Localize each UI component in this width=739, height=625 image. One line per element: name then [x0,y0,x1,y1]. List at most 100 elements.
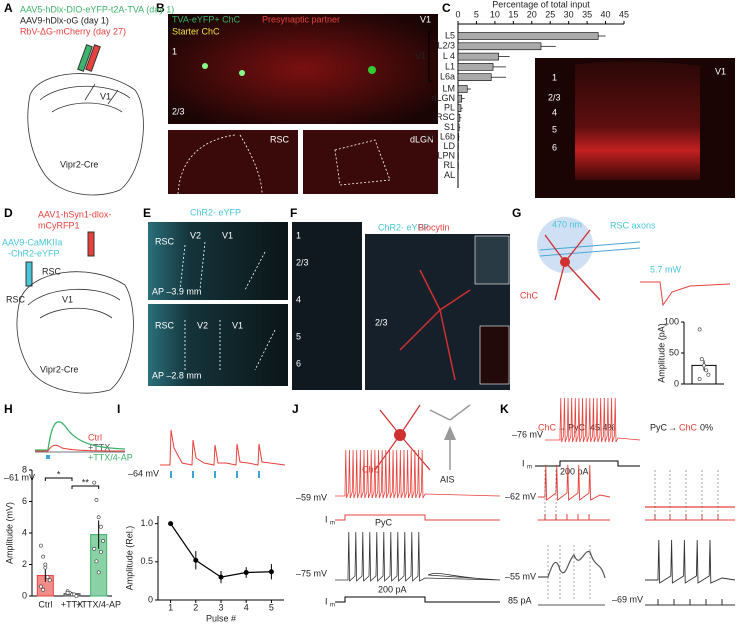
vm-label: –61 mV [4,472,35,482]
data-point [96,515,101,520]
legend-label: +TTX [88,442,110,452]
trace [538,550,606,579]
panel-j: ChC AIS –59 mV I m PyC –75 mV I m 200 pA [296,404,471,609]
light-pulse [236,471,238,478]
y-tick-label: L 4 [443,51,455,61]
traces [35,281,736,606]
y-tick-label: L5 [445,30,455,40]
y-tick-label: 0 [22,590,27,600]
ap-label: AP –3.9 mm [152,286,201,296]
micrograph [168,14,438,124]
layer-label: 1 [172,46,177,56]
neuron [544,229,601,301]
data-point [92,480,97,485]
stimulus [335,596,500,603]
x-tick-label: +TTX/4-AP [76,599,121,609]
y-tick-label: 0 [148,594,153,604]
micrograph [168,130,298,194]
y-tick-label: 4 [22,527,27,537]
y-tick-label: PL [444,103,455,113]
region-label: V1 [420,14,431,24]
region-label: V2 [197,320,208,330]
light-label: 470 nm [552,219,582,229]
layer-label: 4 [552,107,557,117]
y-tick-label: dLGN [431,93,455,103]
region-label: RSC [155,320,175,330]
trace [538,464,611,501]
data-point [43,562,48,567]
layer-label: 6 [552,142,557,152]
y-axis-title: Amplitude (Rel.) [124,526,134,591]
stain-label: ChR2- eYFP [190,207,241,217]
x-tick-label: 5 [474,9,479,19]
panel-label: C [442,1,451,15]
legend-label: Presynaptic partner [262,14,340,24]
panel-label: J [292,402,299,416]
bar [457,114,461,122]
brain-layers [39,83,131,113]
data-point [94,559,99,564]
x-tick-label: 30 [564,9,574,19]
region-label: RSC [6,294,26,304]
marker [218,574,224,580]
sig-bracket [71,485,100,489]
light-pulse [258,471,260,478]
y-tick-label: L1 [445,61,455,71]
bar [457,42,542,51]
data-point [94,498,99,502]
im-label: I [325,514,328,524]
trace [545,397,641,443]
y-tick-label: RSC [436,112,456,122]
layer-label: 2/3 [548,92,561,102]
panel-e: ChR2- eYFP RSC V2 V1 AP –3.9 mm RSC V2 V… [148,207,288,386]
syringe [25,261,33,287]
cell-label: ChC [538,422,557,432]
legend-label: Starter ChC [172,26,220,36]
data-point [65,590,70,595]
im-label: m [330,603,335,609]
data-point [92,546,97,551]
stimulus [538,514,610,521]
current-label: 200 pA [378,584,407,594]
x-tick-label: 45 [619,9,629,19]
region-label: RSC [42,266,62,276]
bar [457,85,468,93]
legend-label: TVA-eYFP+ ChC [172,14,241,24]
region-outline [177,134,263,195]
group-label: V1 [415,51,426,61]
cell [239,70,245,76]
virus-label: AAV9-hDlx-oG (day 1) [20,15,109,25]
y-tick-label: L6a [440,72,455,82]
current-label: 85 pA [508,595,532,605]
x-tick-label: 40 [601,9,611,19]
marker [243,570,249,576]
current-label: 200 pA [560,466,589,476]
virus-label: RbV-ΔG-mCherry (day 27) [20,26,126,36]
layer-label: 6 [296,358,301,368]
inset [479,325,510,385]
panel-label: F [290,206,297,220]
virus-label: AAV9-CaMKIIa [2,237,62,247]
x-tick-label: 20 [527,9,537,19]
bar [457,63,494,71]
panel-label: B [156,1,165,15]
data-point [45,575,50,580]
y-tick-label: S1 [444,122,455,132]
y-tick-label: V1, L6b [424,131,455,141]
panel-g: 470 nm RSC axons ChC 5.7 mW –76 mV I m 2… [512,217,682,476]
x-tick-label: 2 [193,602,198,612]
y-axis-title: Amplitude (pA) [656,323,666,383]
y-axis-title: Amplitude (mV) [4,502,14,564]
y-tick-label: 100 [664,316,679,326]
cell-label: ChC [520,290,539,300]
data-point [697,327,702,332]
x-tick-label: 0 [455,9,460,19]
inset [474,235,510,285]
panel-a: AAV5-hDlx-DIO-eYFP-t2A-TVA (day 1) AAV9-… [20,4,174,196]
panel-i: –64 mV [128,468,159,478]
panel-c-image: V1 1 2/3 4 5 6 [535,58,735,198]
micrograph [148,222,288,300]
light-pulse [214,471,216,478]
brain-outline [16,271,134,394]
ais-label: AIS [440,474,455,484]
